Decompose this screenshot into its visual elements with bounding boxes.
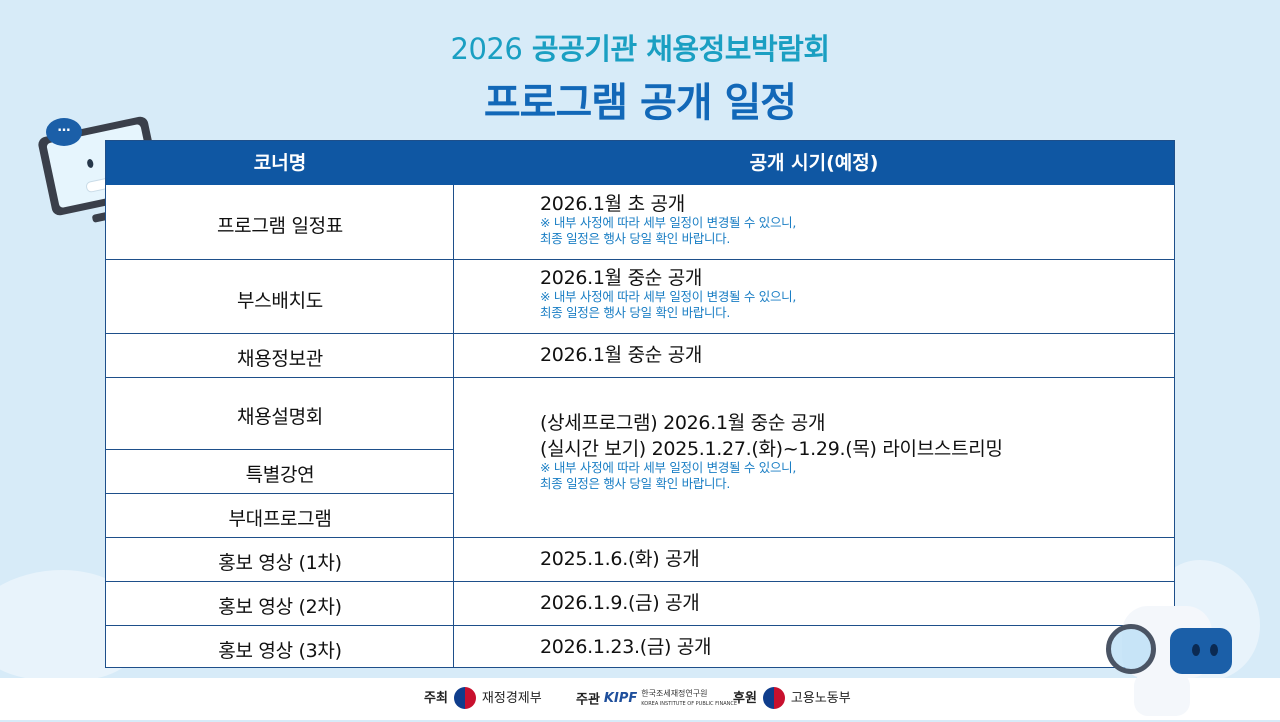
footer-host: 주최 재정경제부 [424, 678, 542, 720]
table-cell-schedule-merged: (상세프로그램) 2026.1월 중순 공개 (실시간 보기) 2025.1.2… [540, 412, 1003, 492]
speech-bubble-icon: … [46, 118, 82, 146]
event-title: 2026 공공기관 채용정보박람회 [0, 26, 1280, 68]
schedule-table: 코너명 공개 시기(예정) 프로그램 일정표 2026.1월 초 공개 ※ 내부… [105, 140, 1175, 668]
column-header-corner: 코너명 [253, 152, 307, 174]
table-cell-schedule: 2025.1.6.(화) 공개 [540, 548, 700, 570]
schedule-text: 2026.1월 중순 공개 [540, 267, 703, 289]
notice-text: ※ 내부 사정에 따라 세부 일정이 변경될 수 있으니, [540, 460, 797, 475]
schedule-text: 2026.1.9.(금) 공개 [540, 592, 700, 614]
footer-organizer: 주관 KIPF 한국조세재정연구원 KOREA INSTITUTE OF PUBLIC… [576, 678, 737, 720]
schedule-text: 2026.1.23.(금) 공개 [540, 636, 712, 658]
table-cell-schedule: 2026.1.9.(금) 공개 [540, 592, 700, 614]
table-cell-corner: 채용설명회 [237, 406, 323, 428]
table-cell-corner: 부스배치도 [237, 290, 323, 312]
table-cell-corner: 부대프로그램 [228, 508, 332, 530]
table-cell-schedule: 2026.1.23.(금) 공개 [540, 636, 712, 658]
notice-text: 최종 일정은 행사 당일 확인 바랍니다. [540, 476, 731, 491]
government-emblem-icon [762, 686, 785, 709]
schedule-prefix: (상세프로그램) [540, 412, 658, 434]
page-title: 프로그램 공개 일정 [483, 80, 797, 126]
host-label: 주최 [424, 691, 448, 706]
schedule-text: 2026.1월 중순 공개 [540, 344, 703, 366]
table-header: 코너명 공개 시기(예정) [106, 141, 1174, 185]
event-name: 공공기관 채용정보박람회 [531, 32, 830, 66]
column-header-schedule: 공개 시기(예정) [749, 152, 879, 174]
table-cell-schedule: 2026.1월 중순 공개 ※ 내부 사정에 따라 세부 일정이 변경될 수 있… [540, 267, 796, 321]
table-cell-corner: 특별강연 [245, 464, 315, 486]
host-org: 재정경제부 [481, 691, 542, 706]
kipf-logo-icon: KIPF [603, 691, 638, 706]
table-cell-schedule: 2026.1월 중순 공개 [540, 344, 702, 366]
schedule-prefix: (실시간 보기) [540, 438, 646, 460]
footer-sponsor: 후원 고용노동부 [733, 678, 851, 720]
notice-text: 최종 일정은 행사 당일 확인 바랍니다. [540, 231, 731, 246]
table-cell-corner: 홍보 영상 (1차) [218, 552, 342, 574]
government-emblem-icon [453, 686, 476, 709]
schedule-text: 2025.1.6.(화) 공개 [540, 548, 700, 570]
notice-text: ※ 내부 사정에 따라 세부 일정이 변경될 수 있으니, [540, 215, 797, 230]
robot-magnifier-mascot-icon [1100, 596, 1232, 720]
monitor-mascot-icon: … [36, 108, 170, 228]
schedule-line: (상세프로그램) 2026.1월 중순 공개 [540, 412, 1003, 434]
event-year: 2026 [450, 32, 523, 66]
notice-text: 최종 일정은 행사 당일 확인 바랍니다. [540, 305, 731, 320]
table-cell-corner: 채용정보관 [237, 348, 323, 370]
sponsor-label: 후원 [733, 691, 757, 706]
footer: 주최 재정경제부 주관 KIPF 한국조세재정연구원 KOREA INSTITUTE O… [0, 678, 1280, 720]
table-cell-corner: 프로그램 일정표 [216, 215, 343, 237]
table-cell-corner: 홍보 영상 (3차) [218, 640, 342, 662]
schedule-text: 2026.1월 초 공개 [540, 193, 685, 215]
organizer-org: 한국조세재정연구원 KOREA INSTITUTE OF PUBLIC FINAN… [641, 689, 738, 707]
sponsor-org: 고용노동부 [790, 691, 851, 706]
notice-text: ※ 내부 사정에 따라 세부 일정이 변경될 수 있으니, [540, 289, 797, 304]
table-cell-corner: 홍보 영상 (2차) [218, 596, 342, 618]
schedule-text: 2025.1.27.(화)~1.29.(목) 라이브스트리밍 [651, 438, 1003, 460]
schedule-line: (실시간 보기) 2025.1.27.(화)~1.29.(목) 라이브스트리밍 [540, 438, 1003, 460]
table-cell-schedule: 2026.1월 초 공개 ※ 내부 사정에 따라 세부 일정이 변경될 수 있으… [540, 193, 796, 247]
schedule-text: 2026.1월 중순 공개 [663, 412, 826, 434]
organizer-label: 주관 [576, 692, 600, 708]
